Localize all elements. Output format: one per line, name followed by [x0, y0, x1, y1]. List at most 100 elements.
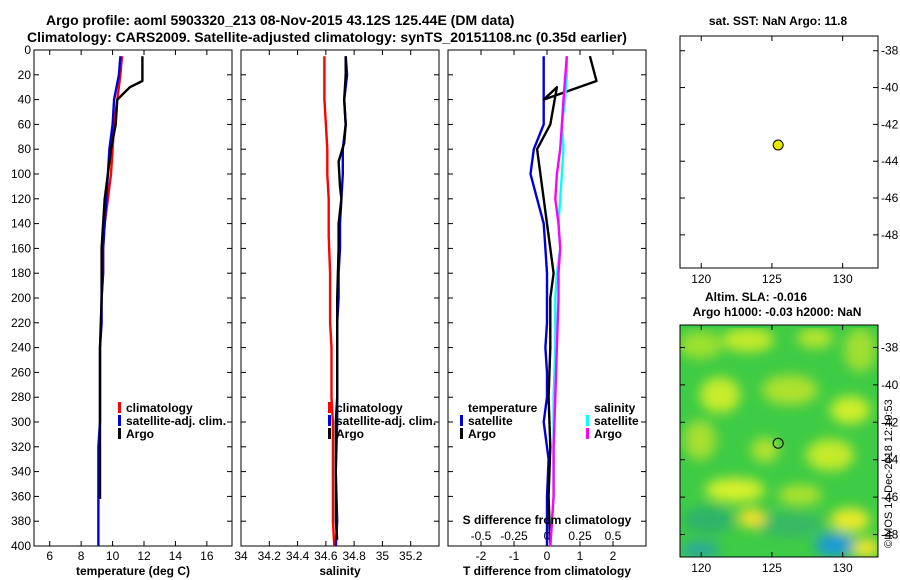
y-tick-label: 0: [24, 43, 31, 57]
y-tick-label: 40: [18, 93, 32, 107]
map-x-tick-label: 130: [833, 561, 853, 575]
sst-map-frame: [679, 35, 879, 269]
difference-lines: [529, 55, 598, 546]
series-line-climatology: [323, 56, 336, 546]
y-tick-label: 320: [11, 440, 31, 454]
salinity-lines: [323, 56, 349, 546]
legend-satellite-adj: satellite-adj. clim.: [336, 414, 436, 428]
sla-map-panel: Altim. SLA: -0.016 Argo h1000: -0.03 h20…: [679, 290, 899, 575]
x-tick-label: -2: [476, 549, 487, 563]
y-tick-label: 220: [11, 316, 31, 330]
salinity-xlabel: salinity: [319, 564, 361, 578]
difference-legend: temperature satellite Argo salinity sate…: [460, 401, 639, 441]
imos-credit: ©IMOS 14-Dec-2018 12:19:53: [883, 399, 895, 548]
y-tick-label: 120: [11, 192, 31, 206]
legend-swatch-satellite: [328, 415, 331, 426]
map-y-tick-label: -48: [881, 528, 899, 542]
map-y-tick-label: -44: [881, 154, 899, 168]
map-x-tick-label: 120: [691, 272, 711, 286]
y-tick-label: 20: [18, 68, 32, 82]
s-diff-tick-label: 0.5: [605, 529, 622, 543]
x-tick-label: 14: [169, 549, 183, 563]
legend-t-argo: Argo: [468, 427, 496, 441]
y-tick-label: 60: [18, 117, 32, 131]
x-tick-label: 0: [544, 549, 551, 563]
y-tick-label: 240: [11, 341, 31, 355]
sla-heatmap: [680, 325, 878, 557]
s-diff-tick-label: -0.25: [500, 529, 528, 543]
salinity-axes-frame: [240, 49, 440, 547]
sst-map-panel: sat. SST: NaN Argo: 11.8 120 125 130 -38 -40…: [679, 14, 899, 286]
sst-map-title: sat. SST: NaN Argo: 11.8: [709, 14, 848, 28]
x-tick-label: 35.2: [399, 549, 423, 563]
legend-swatch-argo: [118, 428, 121, 439]
argo-float-position-marker: [772, 437, 784, 449]
x-tick-label: 34.2: [258, 549, 282, 563]
series-line-argo: [334, 56, 347, 540]
temperature-axes-frame: [33, 49, 233, 547]
sla-map-frame: [679, 324, 879, 558]
x-tick-label: -1: [509, 549, 520, 563]
legend-satellite-adj: satellite-adj. clim.: [126, 414, 226, 428]
s-diff-tick-label: -0.5: [471, 529, 492, 543]
map-y-tick-label: -48: [881, 228, 899, 242]
x-tick-label: 34.8: [342, 549, 366, 563]
salinity-ticks: 34 34.2 34.4 34.6 34.8 35 35.2: [234, 49, 439, 563]
temperature-lines: [97, 56, 144, 546]
map-y-tick-label: -40: [881, 378, 899, 392]
sst-map-ticks: 120 125 130 -38 -40 -42 -44 -46 -48: [680, 36, 899, 286]
legend-swatch-s-satellite: [586, 415, 589, 426]
series-line-argo: [98, 56, 144, 499]
legend-title-salinity: salinity: [594, 401, 636, 415]
map-y-tick-label: -44: [881, 453, 899, 467]
figure-title-line2: Climatology: CARS2009. Satellite-adjuste…: [27, 29, 627, 45]
legend-climatology: climatology: [126, 401, 193, 415]
map-x-tick-label: 120: [691, 561, 711, 575]
x-tick-label: 1: [577, 549, 584, 563]
y-tick-label: 260: [11, 365, 31, 379]
map-x-tick-label: 125: [762, 272, 782, 286]
map-y-tick-label: -38: [881, 44, 899, 58]
sla-map-title-line2: Argo h1000: -0.03 h2000: NaN: [693, 305, 862, 319]
argo-float-position-marker: [772, 139, 784, 151]
salinity-legend: climatology satellite-adj. clim. Argo: [328, 401, 436, 441]
x-tick-label: 34.4: [286, 549, 310, 563]
series-line-t-argo: [535, 55, 598, 546]
difference-xlabel: T difference from climatology: [463, 564, 631, 578]
map-y-tick-label: -46: [881, 191, 899, 205]
y-tick-label: 300: [11, 415, 31, 429]
s-diff-tick-label: 0.25: [568, 529, 592, 543]
map-y-tick-label: -42: [881, 415, 899, 429]
x-tick-label: 16: [200, 549, 214, 563]
map-y-tick-label: -46: [881, 490, 899, 504]
sst-map-points: [772, 139, 784, 151]
x-tick-label: 35: [376, 549, 390, 563]
x-tick-label: 2: [610, 549, 617, 563]
sla-map-ticks: 120 125 130 -38 -40 -42 -44 -46 -48: [680, 325, 899, 575]
legend-argo: Argo: [126, 427, 154, 441]
y-tick-label: 100: [11, 167, 31, 181]
y-tick-label: 380: [11, 514, 31, 528]
difference-ticks: -2 -1 0 1 2-0.5 -0.25 0 0.25 0.5: [448, 49, 646, 563]
legend-swatch-argo: [328, 428, 331, 439]
legend-title-temperature: temperature: [468, 401, 538, 415]
series-line-t-satellite: [529, 56, 550, 546]
series-line-s-argo: [549, 56, 568, 546]
map-y-tick-label: -38: [881, 340, 899, 354]
legend-swatch-t-argo: [460, 428, 463, 439]
x-tick-label: 34: [234, 549, 248, 563]
x-tick-label: 34.6: [314, 549, 338, 563]
legend-swatch-climatology: [328, 402, 331, 413]
map-y-tick-label: -42: [881, 117, 899, 131]
map-x-tick-label: 130: [833, 272, 853, 286]
map-y-tick-label: -40: [881, 81, 899, 95]
x-tick-label: 8: [78, 549, 85, 563]
temperature-panel: 6 8 10 12 14 16020406080100120140160180200220…: [11, 43, 233, 578]
temperature-legend: climatology satellite-adj. clim. Argo: [118, 401, 226, 441]
y-tick-label: 400: [11, 539, 31, 553]
legend-swatch-s-argo: [586, 428, 589, 439]
map-x-tick-label: 125: [762, 561, 782, 575]
legend-t-satellite: satellite: [468, 414, 513, 428]
y-tick-label: 360: [11, 489, 31, 503]
temperature-ticks: 6 8 10 12 14 16020406080100120140160180200220…: [11, 43, 232, 563]
